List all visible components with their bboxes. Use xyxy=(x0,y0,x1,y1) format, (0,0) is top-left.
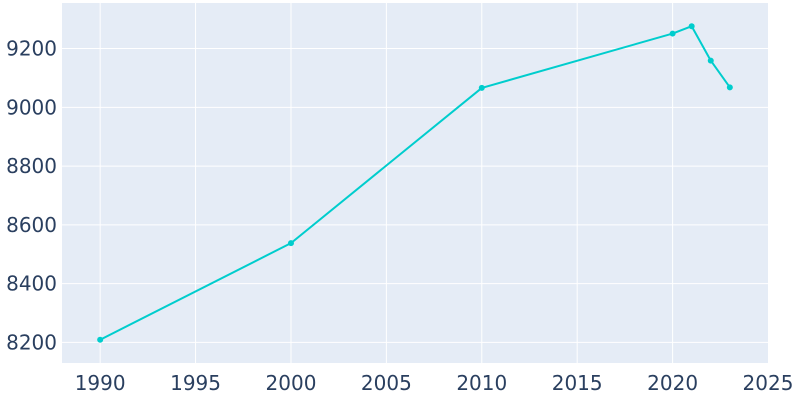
x-tick-label-2025: 2025 xyxy=(743,371,794,395)
x-tick-label-2020: 2020 xyxy=(647,371,698,395)
y-tick-label-8400: 8400 xyxy=(6,272,57,296)
data-point-2021 xyxy=(688,23,695,30)
series-layer xyxy=(97,23,733,343)
x-gridlines xyxy=(99,3,674,363)
y-tick-label-8600: 8600 xyxy=(6,213,57,237)
data-point-2023 xyxy=(726,84,733,91)
data-point-2010 xyxy=(478,84,485,91)
x-tick-label-1995: 1995 xyxy=(170,371,221,395)
x-axis-ticks: 1990 1995 2000 2005 2010 2015 2020 2025 xyxy=(75,371,794,395)
y-tick-label-9200: 9200 xyxy=(6,37,57,61)
y-gridlines xyxy=(62,48,768,343)
x-tick-label-1990: 1990 xyxy=(75,371,126,395)
plot-background xyxy=(62,3,768,363)
y-tick-label-8800: 8800 xyxy=(6,154,57,178)
x-tick-label-2005: 2005 xyxy=(361,371,412,395)
x-tick-label-2000: 2000 xyxy=(266,371,317,395)
data-point-2020 xyxy=(669,30,676,37)
y-axis-ticks: 8200 8400 8600 8800 9000 9200 xyxy=(6,37,57,355)
data-point-2022 xyxy=(707,57,714,64)
x-tick-label-2010: 2010 xyxy=(456,371,507,395)
y-tick-label-8200: 8200 xyxy=(6,330,57,354)
data-point-1990 xyxy=(97,336,104,343)
y-tick-label-9000: 9000 xyxy=(6,95,57,119)
x-tick-label-2015: 2015 xyxy=(552,371,603,395)
data-point-2000 xyxy=(287,240,294,247)
